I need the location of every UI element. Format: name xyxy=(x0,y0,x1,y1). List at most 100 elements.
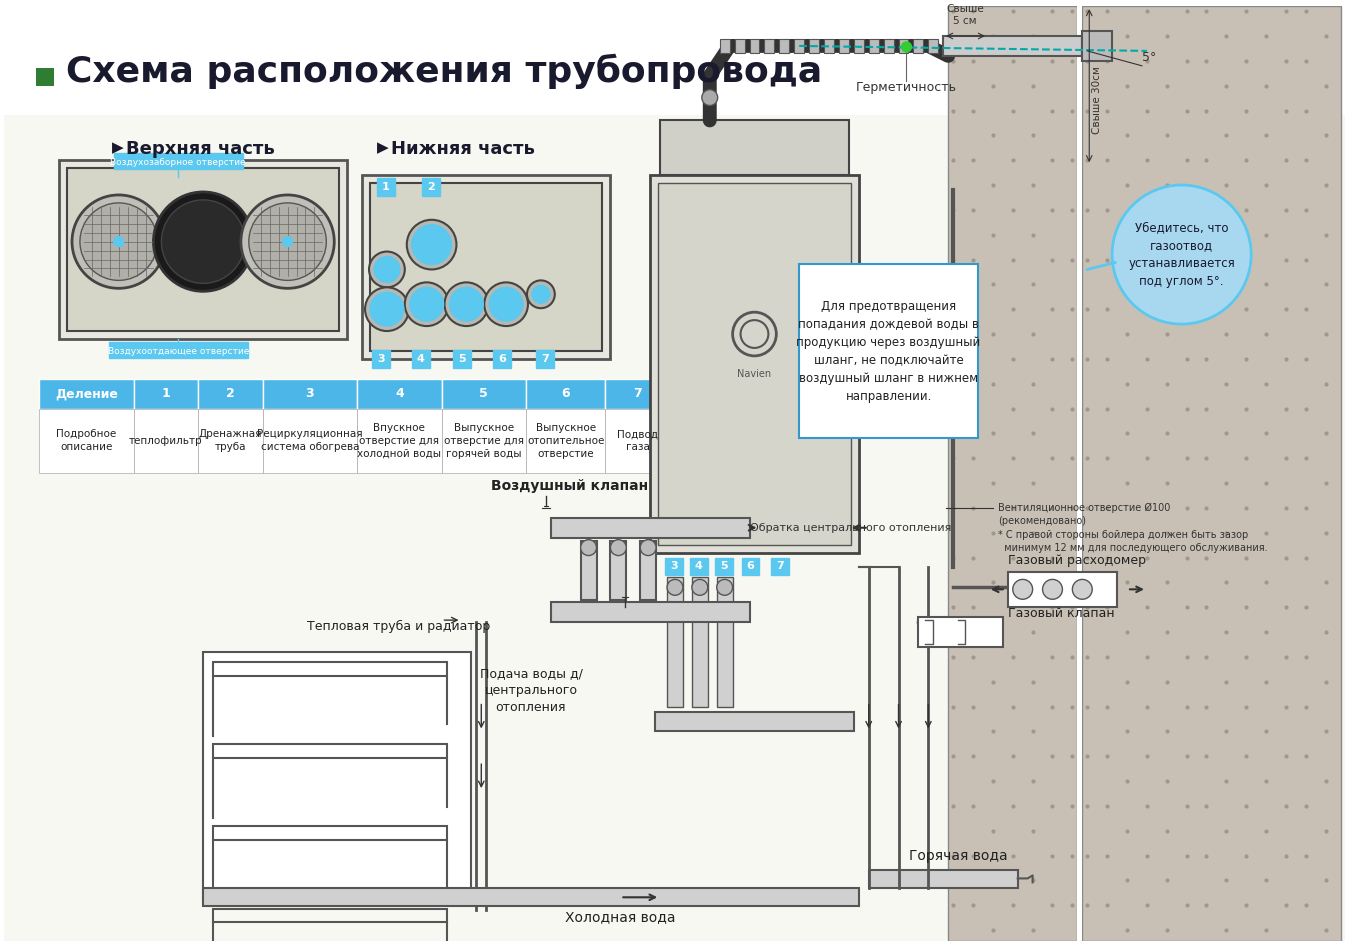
Text: Холодная вода: Холодная вода xyxy=(565,910,676,924)
Circle shape xyxy=(445,282,488,327)
FancyBboxPatch shape xyxy=(1082,31,1112,61)
Text: Верхняя часть: Верхняя часть xyxy=(125,140,274,158)
FancyBboxPatch shape xyxy=(1082,7,1341,941)
Text: 5: 5 xyxy=(459,354,467,364)
FancyBboxPatch shape xyxy=(411,350,429,368)
FancyBboxPatch shape xyxy=(795,39,804,53)
Circle shape xyxy=(527,280,554,309)
FancyBboxPatch shape xyxy=(204,888,859,906)
FancyBboxPatch shape xyxy=(948,7,1078,941)
Text: теплофильтр: теплофильтр xyxy=(130,436,202,446)
Text: 1: 1 xyxy=(382,182,390,192)
FancyBboxPatch shape xyxy=(67,168,339,331)
FancyBboxPatch shape xyxy=(1008,572,1117,607)
Text: Выпускное
отверстие для
горячей воды: Выпускное отверстие для горячей воды xyxy=(444,423,523,459)
FancyBboxPatch shape xyxy=(913,39,923,53)
FancyBboxPatch shape xyxy=(928,39,939,53)
Circle shape xyxy=(490,287,523,321)
Circle shape xyxy=(113,237,124,247)
Text: Впускное
отверстие для
холодной воды: Впускное отверстие для холодной воды xyxy=(357,423,441,459)
FancyBboxPatch shape xyxy=(943,36,1082,56)
Circle shape xyxy=(701,89,718,105)
Text: Газовый расходомер: Газовый расходомер xyxy=(1008,554,1145,567)
FancyBboxPatch shape xyxy=(134,408,198,473)
FancyBboxPatch shape xyxy=(134,378,198,408)
FancyBboxPatch shape xyxy=(39,378,134,408)
FancyBboxPatch shape xyxy=(666,578,683,707)
Text: 4: 4 xyxy=(395,387,403,400)
FancyBboxPatch shape xyxy=(198,408,263,473)
Text: Герметичность: Герметичность xyxy=(857,81,956,94)
Circle shape xyxy=(692,580,708,596)
FancyBboxPatch shape xyxy=(772,558,789,576)
Circle shape xyxy=(611,539,626,555)
FancyBboxPatch shape xyxy=(606,408,670,473)
Text: Горячая вода: Горячая вода xyxy=(909,849,1008,863)
FancyBboxPatch shape xyxy=(113,153,243,169)
Text: Подвод
газа: Подвод газа xyxy=(618,429,658,453)
Text: 2: 2 xyxy=(426,182,434,192)
Text: Свыше
5 см: Свыше 5 см xyxy=(946,5,983,26)
Text: 7: 7 xyxy=(541,354,549,364)
FancyBboxPatch shape xyxy=(370,183,603,351)
FancyBboxPatch shape xyxy=(36,68,54,86)
Circle shape xyxy=(580,539,596,555)
FancyBboxPatch shape xyxy=(689,558,708,576)
Circle shape xyxy=(248,203,326,280)
Circle shape xyxy=(71,195,166,288)
Text: 7: 7 xyxy=(777,562,784,571)
FancyBboxPatch shape xyxy=(453,350,471,368)
Circle shape xyxy=(666,580,683,596)
Text: Подача воды д/
центрального
отопления: Подача воды д/ центрального отопления xyxy=(479,667,583,714)
FancyBboxPatch shape xyxy=(658,183,851,545)
FancyBboxPatch shape xyxy=(441,408,526,473)
FancyBboxPatch shape xyxy=(750,39,759,53)
Text: Выпускное
отопительное
отверстие: Выпускное отопительное отверстие xyxy=(527,423,604,459)
Circle shape xyxy=(641,539,656,555)
Circle shape xyxy=(1013,580,1032,599)
Circle shape xyxy=(405,282,448,327)
FancyBboxPatch shape xyxy=(422,178,440,196)
FancyBboxPatch shape xyxy=(809,39,819,53)
Text: Деление: Деление xyxy=(55,387,117,400)
Text: Воздухозаборное отверстие: Воздухозаборное отверстие xyxy=(111,158,246,167)
Text: 5°: 5° xyxy=(1141,51,1156,64)
FancyBboxPatch shape xyxy=(824,39,834,53)
Circle shape xyxy=(366,287,409,331)
FancyBboxPatch shape xyxy=(59,160,347,339)
FancyBboxPatch shape xyxy=(884,39,893,53)
Circle shape xyxy=(241,195,335,288)
Text: Для предотвращения
попадания дождевой воды в
продукцию через воздушный
шланг, не: Для предотвращения попадания дождевой во… xyxy=(796,300,981,403)
Circle shape xyxy=(901,42,912,52)
FancyBboxPatch shape xyxy=(765,39,774,53)
FancyBboxPatch shape xyxy=(376,178,395,196)
Circle shape xyxy=(410,287,444,321)
Text: 5: 5 xyxy=(479,387,488,400)
Circle shape xyxy=(154,192,252,292)
FancyBboxPatch shape xyxy=(660,120,849,175)
FancyBboxPatch shape xyxy=(39,408,134,473)
FancyBboxPatch shape xyxy=(204,652,471,901)
FancyBboxPatch shape xyxy=(357,408,441,473)
Circle shape xyxy=(374,257,399,282)
FancyBboxPatch shape xyxy=(441,378,526,408)
Text: Схема расположения трубопровода: Схема расположения трубопровода xyxy=(66,54,823,88)
FancyBboxPatch shape xyxy=(919,617,1002,647)
Text: ▶: ▶ xyxy=(376,140,389,155)
Circle shape xyxy=(80,203,158,280)
FancyBboxPatch shape xyxy=(656,711,854,731)
Text: Тепловая труба и радиатор: Тепловая труба и радиатор xyxy=(308,620,491,633)
Circle shape xyxy=(532,285,550,303)
Circle shape xyxy=(407,220,456,269)
Circle shape xyxy=(1072,580,1093,599)
Text: 6: 6 xyxy=(746,562,754,571)
FancyBboxPatch shape xyxy=(526,408,606,473)
FancyBboxPatch shape xyxy=(526,378,606,408)
FancyBboxPatch shape xyxy=(263,378,357,408)
Circle shape xyxy=(162,199,246,283)
FancyBboxPatch shape xyxy=(650,175,859,552)
FancyBboxPatch shape xyxy=(692,578,708,707)
FancyBboxPatch shape xyxy=(550,518,750,537)
Text: Газовый клапан: Газовый клапан xyxy=(1008,607,1114,620)
FancyBboxPatch shape xyxy=(735,39,745,53)
